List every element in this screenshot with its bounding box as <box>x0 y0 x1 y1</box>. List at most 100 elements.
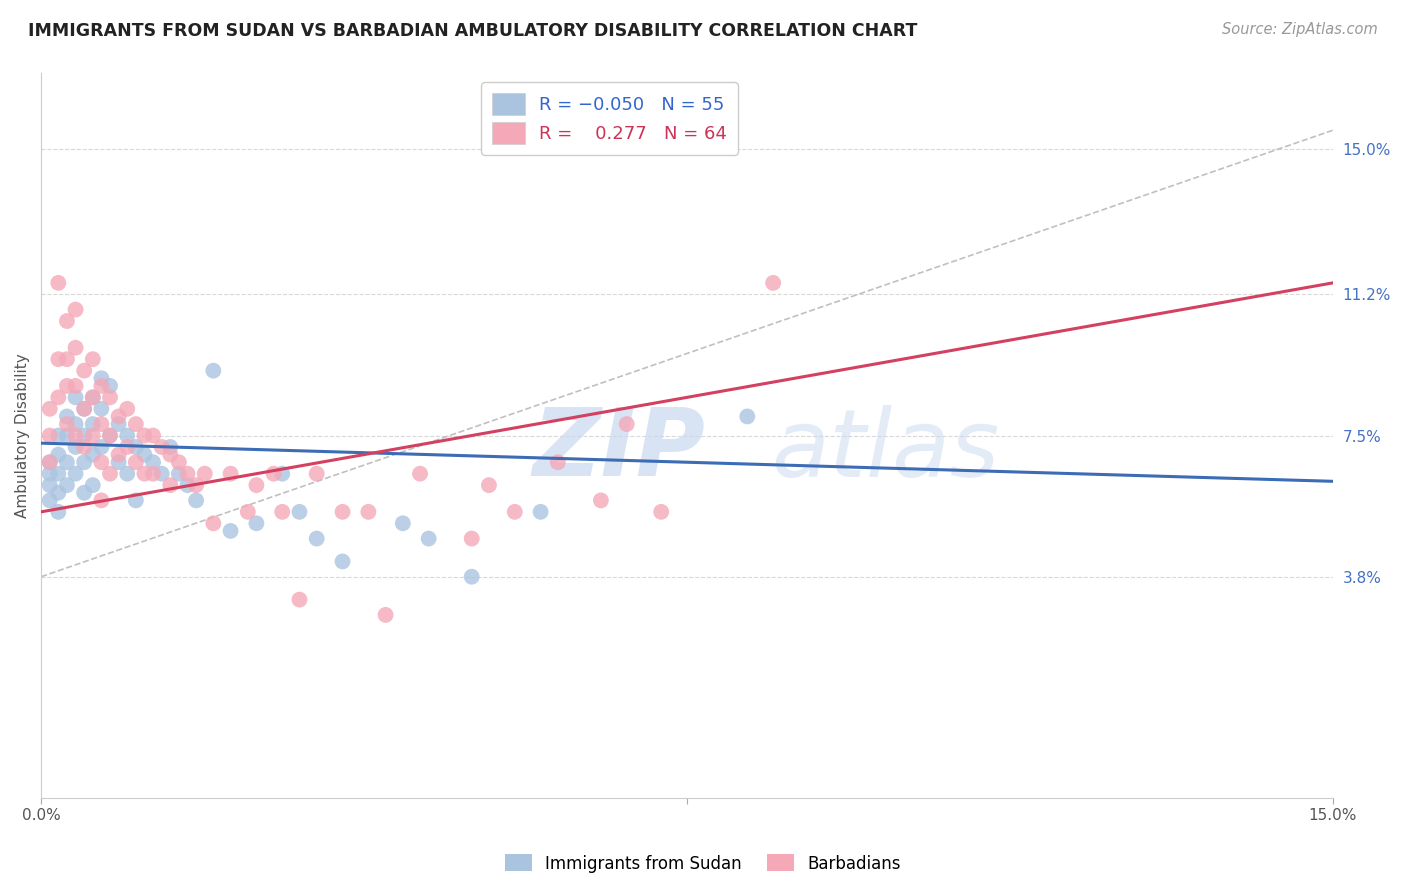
Point <box>65 341 87 355</box>
Point <box>134 428 156 442</box>
Point <box>98 379 121 393</box>
Point <box>73 440 96 454</box>
Point <box>194 467 217 481</box>
Point <box>73 428 96 442</box>
Text: Source: ZipAtlas.com: Source: ZipAtlas.com <box>1222 22 1378 37</box>
Point <box>46 448 69 462</box>
Point <box>167 467 190 481</box>
Point <box>134 448 156 462</box>
Point <box>38 478 60 492</box>
Point <box>56 455 79 469</box>
Point <box>46 352 69 367</box>
Point <box>65 467 87 481</box>
Point <box>288 592 311 607</box>
Point <box>65 417 87 431</box>
Point <box>202 516 225 531</box>
Point <box>236 505 259 519</box>
Point <box>82 352 104 367</box>
Point <box>219 524 242 538</box>
Point <box>737 409 759 424</box>
Point <box>82 428 104 442</box>
Point <box>202 364 225 378</box>
Point <box>503 505 526 519</box>
Point <box>90 440 112 454</box>
Point <box>56 352 79 367</box>
Point <box>90 379 112 393</box>
Point <box>115 401 138 416</box>
Point <box>98 467 121 481</box>
Point <box>142 428 165 442</box>
Point <box>38 493 60 508</box>
Point <box>82 448 104 462</box>
Point <box>125 455 148 469</box>
Point <box>529 505 551 519</box>
Y-axis label: Ambulatory Disability: Ambulatory Disability <box>15 353 30 518</box>
Legend: R = −0.050   N = 55, R =    0.277   N = 64: R = −0.050 N = 55, R = 0.277 N = 64 <box>481 82 738 155</box>
Point <box>46 505 69 519</box>
Point <box>159 440 181 454</box>
Point <box>38 428 60 442</box>
Point <box>98 428 121 442</box>
Text: ZIP: ZIP <box>531 404 704 496</box>
Point <box>762 276 785 290</box>
Point <box>305 467 328 481</box>
Point <box>150 467 173 481</box>
Point <box>56 417 79 431</box>
Point <box>56 379 79 393</box>
Point <box>38 467 60 481</box>
Point <box>82 478 104 492</box>
Point <box>142 455 165 469</box>
Point <box>115 428 138 442</box>
Point <box>142 467 165 481</box>
Point <box>115 440 138 454</box>
Point <box>65 302 87 317</box>
Point <box>46 485 69 500</box>
Point <box>98 428 121 442</box>
Point <box>332 505 354 519</box>
Point <box>90 401 112 416</box>
Point <box>56 428 79 442</box>
Point <box>107 417 129 431</box>
Point <box>38 455 60 469</box>
Point <box>374 607 396 622</box>
Point <box>418 532 440 546</box>
Point <box>288 505 311 519</box>
Point <box>176 478 198 492</box>
Point <box>245 516 267 531</box>
Point <box>150 440 173 454</box>
Point <box>107 448 129 462</box>
Point <box>245 478 267 492</box>
Point <box>305 532 328 546</box>
Point <box>56 314 79 328</box>
Legend: Immigrants from Sudan, Barbadians: Immigrants from Sudan, Barbadians <box>499 847 907 880</box>
Point <box>46 390 69 404</box>
Point <box>56 478 79 492</box>
Point <box>184 478 207 492</box>
Point <box>332 554 354 568</box>
Point <box>90 417 112 431</box>
Point <box>167 455 190 469</box>
Point <box>73 485 96 500</box>
Point <box>159 478 181 492</box>
Point <box>271 467 294 481</box>
Point <box>90 493 112 508</box>
Point <box>65 440 87 454</box>
Point <box>38 455 60 469</box>
Point <box>46 276 69 290</box>
Point <box>263 467 285 481</box>
Point <box>176 467 198 481</box>
Point <box>82 390 104 404</box>
Point <box>65 379 87 393</box>
Text: atlas: atlas <box>770 405 1000 496</box>
Point <box>90 455 112 469</box>
Point <box>125 440 148 454</box>
Point <box>46 428 69 442</box>
Point <box>616 417 638 431</box>
Point <box>409 467 432 481</box>
Point <box>115 467 138 481</box>
Point <box>82 390 104 404</box>
Point <box>391 516 413 531</box>
Point <box>73 401 96 416</box>
Point <box>159 448 181 462</box>
Point <box>219 467 242 481</box>
